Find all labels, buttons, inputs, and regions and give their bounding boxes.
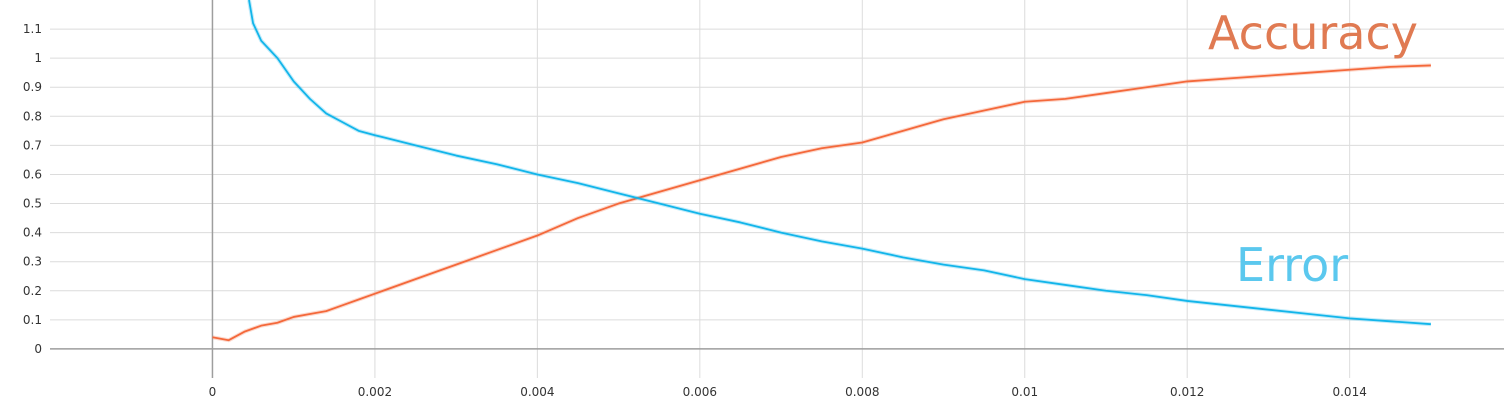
y-tick-label: 0.4 — [23, 226, 42, 240]
x-tick-label: 0.014 — [1332, 385, 1366, 399]
x-tick-label: 0 — [209, 385, 217, 399]
y-tick-label: 0.7 — [23, 138, 42, 152]
x-tick-label: 0.004 — [520, 385, 554, 399]
y-tick-label: 0.8 — [23, 109, 42, 123]
y-tick-label: 1 — [34, 51, 42, 65]
x-tick-label: 0.008 — [845, 385, 879, 399]
y-tick-label: 1.1 — [23, 22, 42, 36]
series-lines — [212, 0, 1432, 343]
zero-axes — [50, 0, 1504, 378]
series-halo-accuracy — [212, 63, 1431, 343]
y-tick-labels: 0 0.1 0.2 0.3 0.4 0.5 0.6 0.7 0.8 0.9 1 1.1 — [23, 22, 42, 356]
y-tick-label: 0 — [34, 342, 42, 356]
x-tick-label: 0.01 — [1011, 385, 1038, 399]
series-label-error: Error — [1236, 238, 1348, 292]
series-line-accuracy — [212, 64, 1431, 342]
x-tick-label: 0.002 — [358, 385, 392, 399]
x-tick-label: 0.012 — [1170, 385, 1204, 399]
x-tick-label: 0.006 — [683, 385, 717, 399]
series-line-error — [248, 0, 1431, 326]
y-tick-label: 0.6 — [23, 167, 42, 181]
y-tick-label: 0.2 — [23, 284, 42, 298]
series-label-accuracy: Accuracy — [1208, 6, 1418, 60]
y-tick-label: 0.3 — [23, 255, 42, 269]
y-tick-label: 0.5 — [23, 197, 42, 211]
y-tick-label: 0.1 — [23, 313, 42, 327]
x-tick-labels: 0 0.002 0.004 0.006 0.008 0.01 0.012 0.014 — [209, 385, 1367, 399]
y-tick-label: 0.9 — [23, 80, 42, 94]
